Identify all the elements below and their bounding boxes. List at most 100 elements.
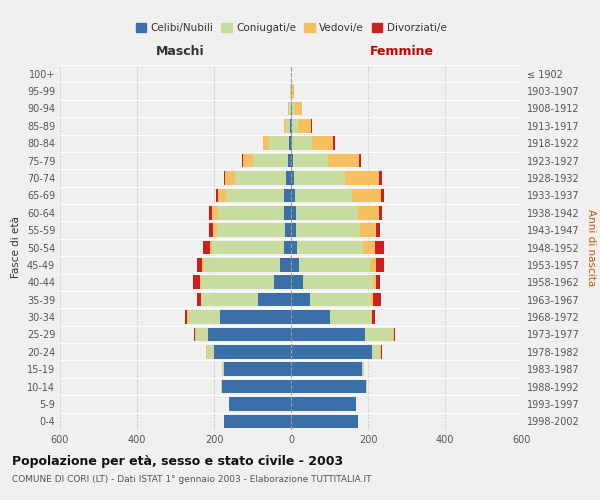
Bar [196,328,208,341]
Bar [365,328,392,341]
Bar [258,293,291,306]
Bar [358,206,379,220]
Bar [203,240,210,254]
Bar [312,136,334,150]
Bar [291,258,299,272]
Bar [329,310,371,324]
Bar [291,119,292,132]
Bar [376,258,384,272]
Bar [289,102,291,115]
Bar [291,362,362,376]
Bar [197,258,202,272]
Bar [195,328,196,341]
Bar [293,154,328,168]
Bar [373,276,376,289]
Bar [220,310,291,324]
Bar [291,84,292,98]
Bar [292,119,298,132]
Bar [286,171,291,185]
Bar [392,328,394,341]
Bar [201,276,274,289]
Bar [380,345,382,358]
Bar [291,276,302,289]
Bar [295,188,352,202]
Bar [253,154,289,168]
Bar [212,240,284,254]
Bar [394,328,395,341]
Bar [362,362,364,376]
Bar [292,136,312,150]
Bar [286,119,290,132]
Bar [225,171,235,185]
Bar [379,171,382,185]
Bar [310,293,371,306]
Bar [201,293,258,306]
Bar [218,188,226,202]
Bar [194,328,195,341]
Text: Femmine: Femmine [370,45,434,58]
Bar [291,414,358,428]
Bar [210,240,212,254]
Bar [379,206,382,220]
Bar [274,276,291,289]
Text: Popolazione per età, sesso e stato civile - 2003: Popolazione per età, sesso e stato civil… [12,455,343,468]
Bar [217,188,218,202]
Bar [243,154,253,168]
Bar [222,362,224,376]
Bar [360,224,376,237]
Bar [373,293,382,306]
Bar [352,188,381,202]
Bar [299,258,370,272]
Bar [204,258,280,272]
Bar [193,276,200,289]
Bar [371,310,372,324]
Bar [242,154,243,168]
Bar [359,154,361,168]
Bar [291,224,296,237]
Bar [291,206,296,220]
Bar [284,240,291,254]
Bar [296,224,360,237]
Bar [381,188,384,202]
Bar [263,136,269,150]
Bar [280,258,291,272]
Bar [185,310,187,324]
Bar [208,328,291,341]
Bar [291,136,292,150]
Bar [370,258,376,272]
Bar [218,206,284,220]
Bar [188,310,220,324]
Bar [334,136,335,150]
Bar [206,345,207,358]
Bar [292,102,295,115]
Bar [290,119,291,132]
Bar [221,380,222,394]
Bar [298,119,311,132]
Bar [291,188,295,202]
Bar [295,102,302,115]
Bar [209,224,213,237]
Bar [291,345,372,358]
Bar [291,171,293,185]
Bar [284,206,291,220]
Y-axis label: Anni di nascita: Anni di nascita [586,209,596,286]
Bar [291,102,292,115]
Bar [297,240,363,254]
Bar [293,171,344,185]
Bar [213,224,217,237]
Bar [291,293,310,306]
Legend: Celibi/Nubili, Coniugati/e, Vedovi/e, Divorziati/e: Celibi/Nubili, Coniugati/e, Vedovi/e, Di… [131,19,451,38]
Bar [284,188,291,202]
Bar [200,293,201,306]
Bar [187,310,188,324]
Bar [197,293,200,306]
Bar [291,380,366,394]
Bar [200,276,201,289]
Bar [224,414,291,428]
Bar [284,119,286,132]
Bar [289,136,291,150]
Bar [311,119,312,132]
Bar [292,84,293,98]
Bar [214,345,291,358]
Bar [291,397,356,410]
